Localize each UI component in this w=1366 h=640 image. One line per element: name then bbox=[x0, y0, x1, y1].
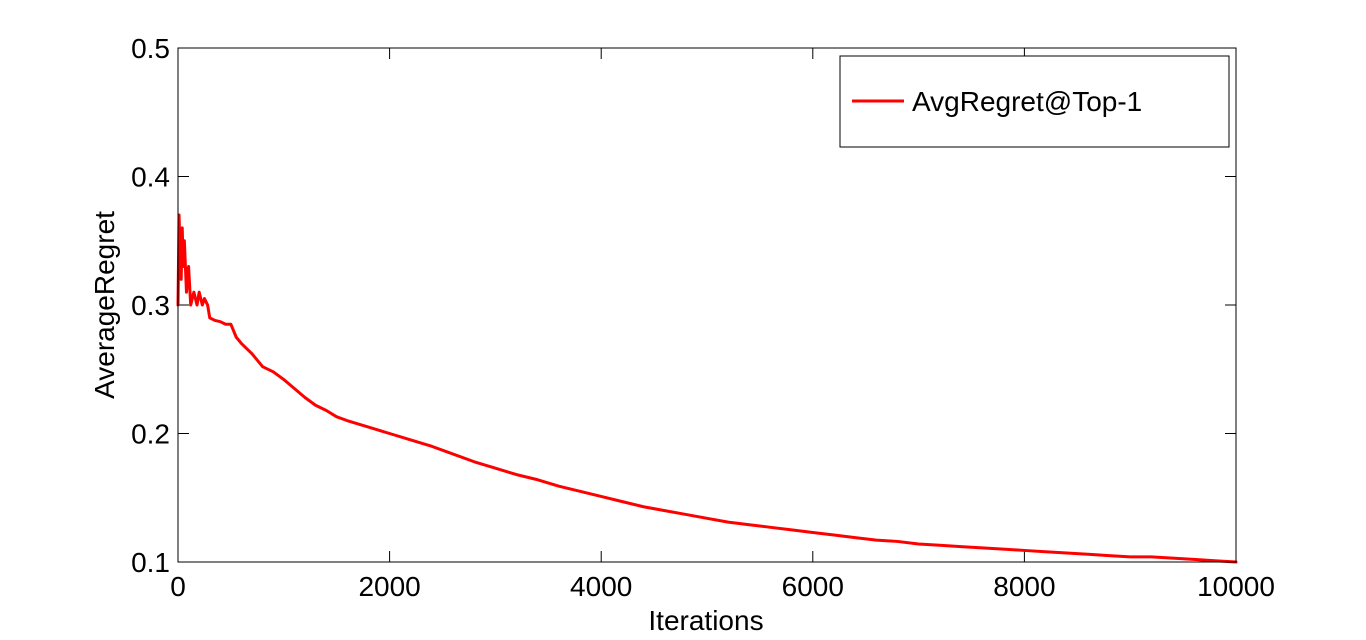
y-tick-label: 0.1 bbox=[131, 547, 170, 578]
series-line-avgregret-top-1 bbox=[176, 213, 1238, 564]
y-tick-label: 0.3 bbox=[131, 290, 170, 321]
x-axis-label: Iterations bbox=[648, 605, 763, 636]
y-tick-label: 0.5 bbox=[131, 33, 170, 64]
y-axis-label: AverageRegret bbox=[89, 211, 120, 399]
x-tick-label: 10000 bbox=[1197, 571, 1275, 602]
y-tick-label: 0.4 bbox=[131, 162, 170, 193]
x-tick-label: 4000 bbox=[570, 571, 632, 602]
legend-label: AvgRegret@Top-1 bbox=[912, 86, 1142, 117]
y-tick-label: 0.2 bbox=[131, 419, 170, 450]
x-tick-label: 0 bbox=[170, 571, 186, 602]
x-tick-label: 6000 bbox=[782, 571, 844, 602]
x-tick-label: 8000 bbox=[993, 571, 1055, 602]
series-layer bbox=[176, 213, 1238, 564]
legend: AvgRegret@Top-1 bbox=[839, 55, 1230, 148]
x-ticks: 0 2000 4000 6000 8000 10000 bbox=[170, 48, 1275, 602]
plot-frame bbox=[177, 47, 1237, 563]
x-tick-label: 2000 bbox=[358, 571, 420, 602]
legend-box bbox=[839, 55, 1230, 148]
y-ticks: 0.1 0.2 0.3 0.4 0.5 bbox=[131, 33, 1236, 578]
